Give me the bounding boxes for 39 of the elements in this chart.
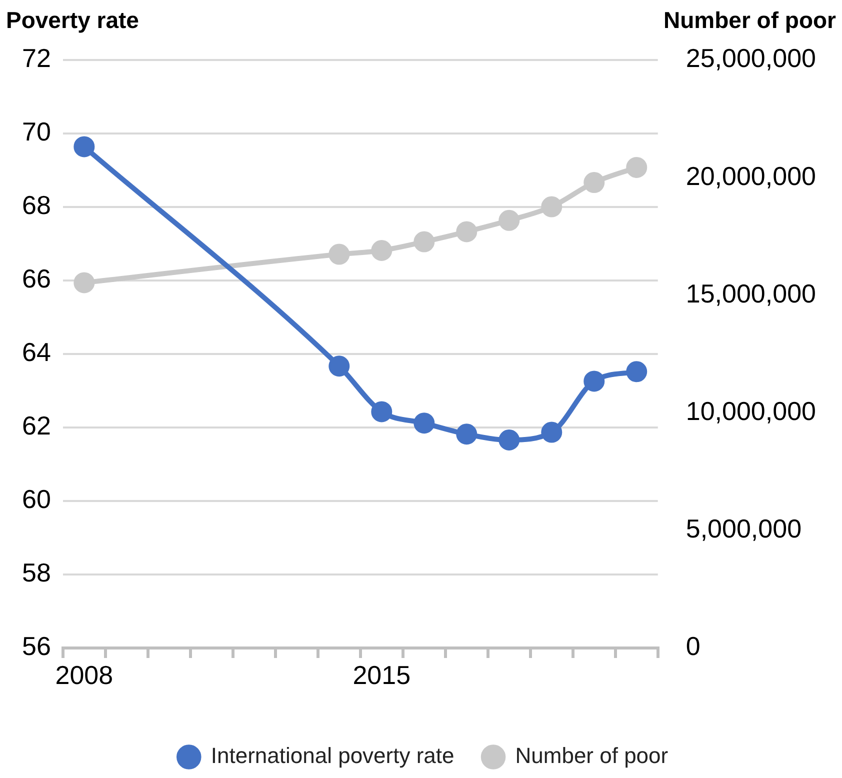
point [584, 370, 605, 392]
point [371, 401, 392, 422]
y-axis-title: Poverty rate [6, 6, 139, 33]
y-tick-label: 64 [22, 337, 51, 368]
y-tick-label: 58 [22, 558, 51, 588]
point [456, 424, 478, 445]
y-tick-label: 66 [22, 264, 51, 294]
y2-tick-label: 25,000,000 [686, 43, 816, 74]
y-tick-label: 60 [22, 484, 51, 514]
point [626, 361, 648, 382]
x-tick-label: 2008 [55, 660, 114, 690]
point [371, 240, 392, 262]
point [328, 244, 350, 265]
y2-tick-label: 0 [686, 631, 700, 662]
legend-label: International poverty rate [210, 743, 454, 768]
y2-tick-label: 5,000,000 [686, 514, 802, 544]
point [626, 156, 648, 178]
y2-tick-label: 10,000,000 [686, 396, 816, 426]
point [414, 412, 435, 434]
y2-axis-title: Number of poor [664, 6, 836, 33]
y-tick-label: 70 [22, 116, 51, 147]
point [414, 231, 435, 252]
point [74, 136, 95, 158]
point [498, 210, 520, 231]
point [74, 272, 95, 294]
y2-tick-label: 15,000,000 [686, 278, 816, 308]
y2-tick-label: 20,000,000 [686, 160, 816, 191]
legend-label: Number of poor [515, 743, 668, 768]
x-tick-label: 2015 [352, 660, 411, 690]
y-tick-label: 62 [22, 410, 51, 441]
y-tick-label: 56 [22, 631, 51, 662]
y-tick-label: 68 [22, 190, 51, 220]
point [541, 422, 562, 443]
point [541, 196, 562, 218]
point [456, 221, 478, 242]
point [498, 429, 520, 450]
point [328, 356, 350, 377]
y-tick-label: 72 [22, 43, 51, 74]
point [584, 172, 605, 194]
